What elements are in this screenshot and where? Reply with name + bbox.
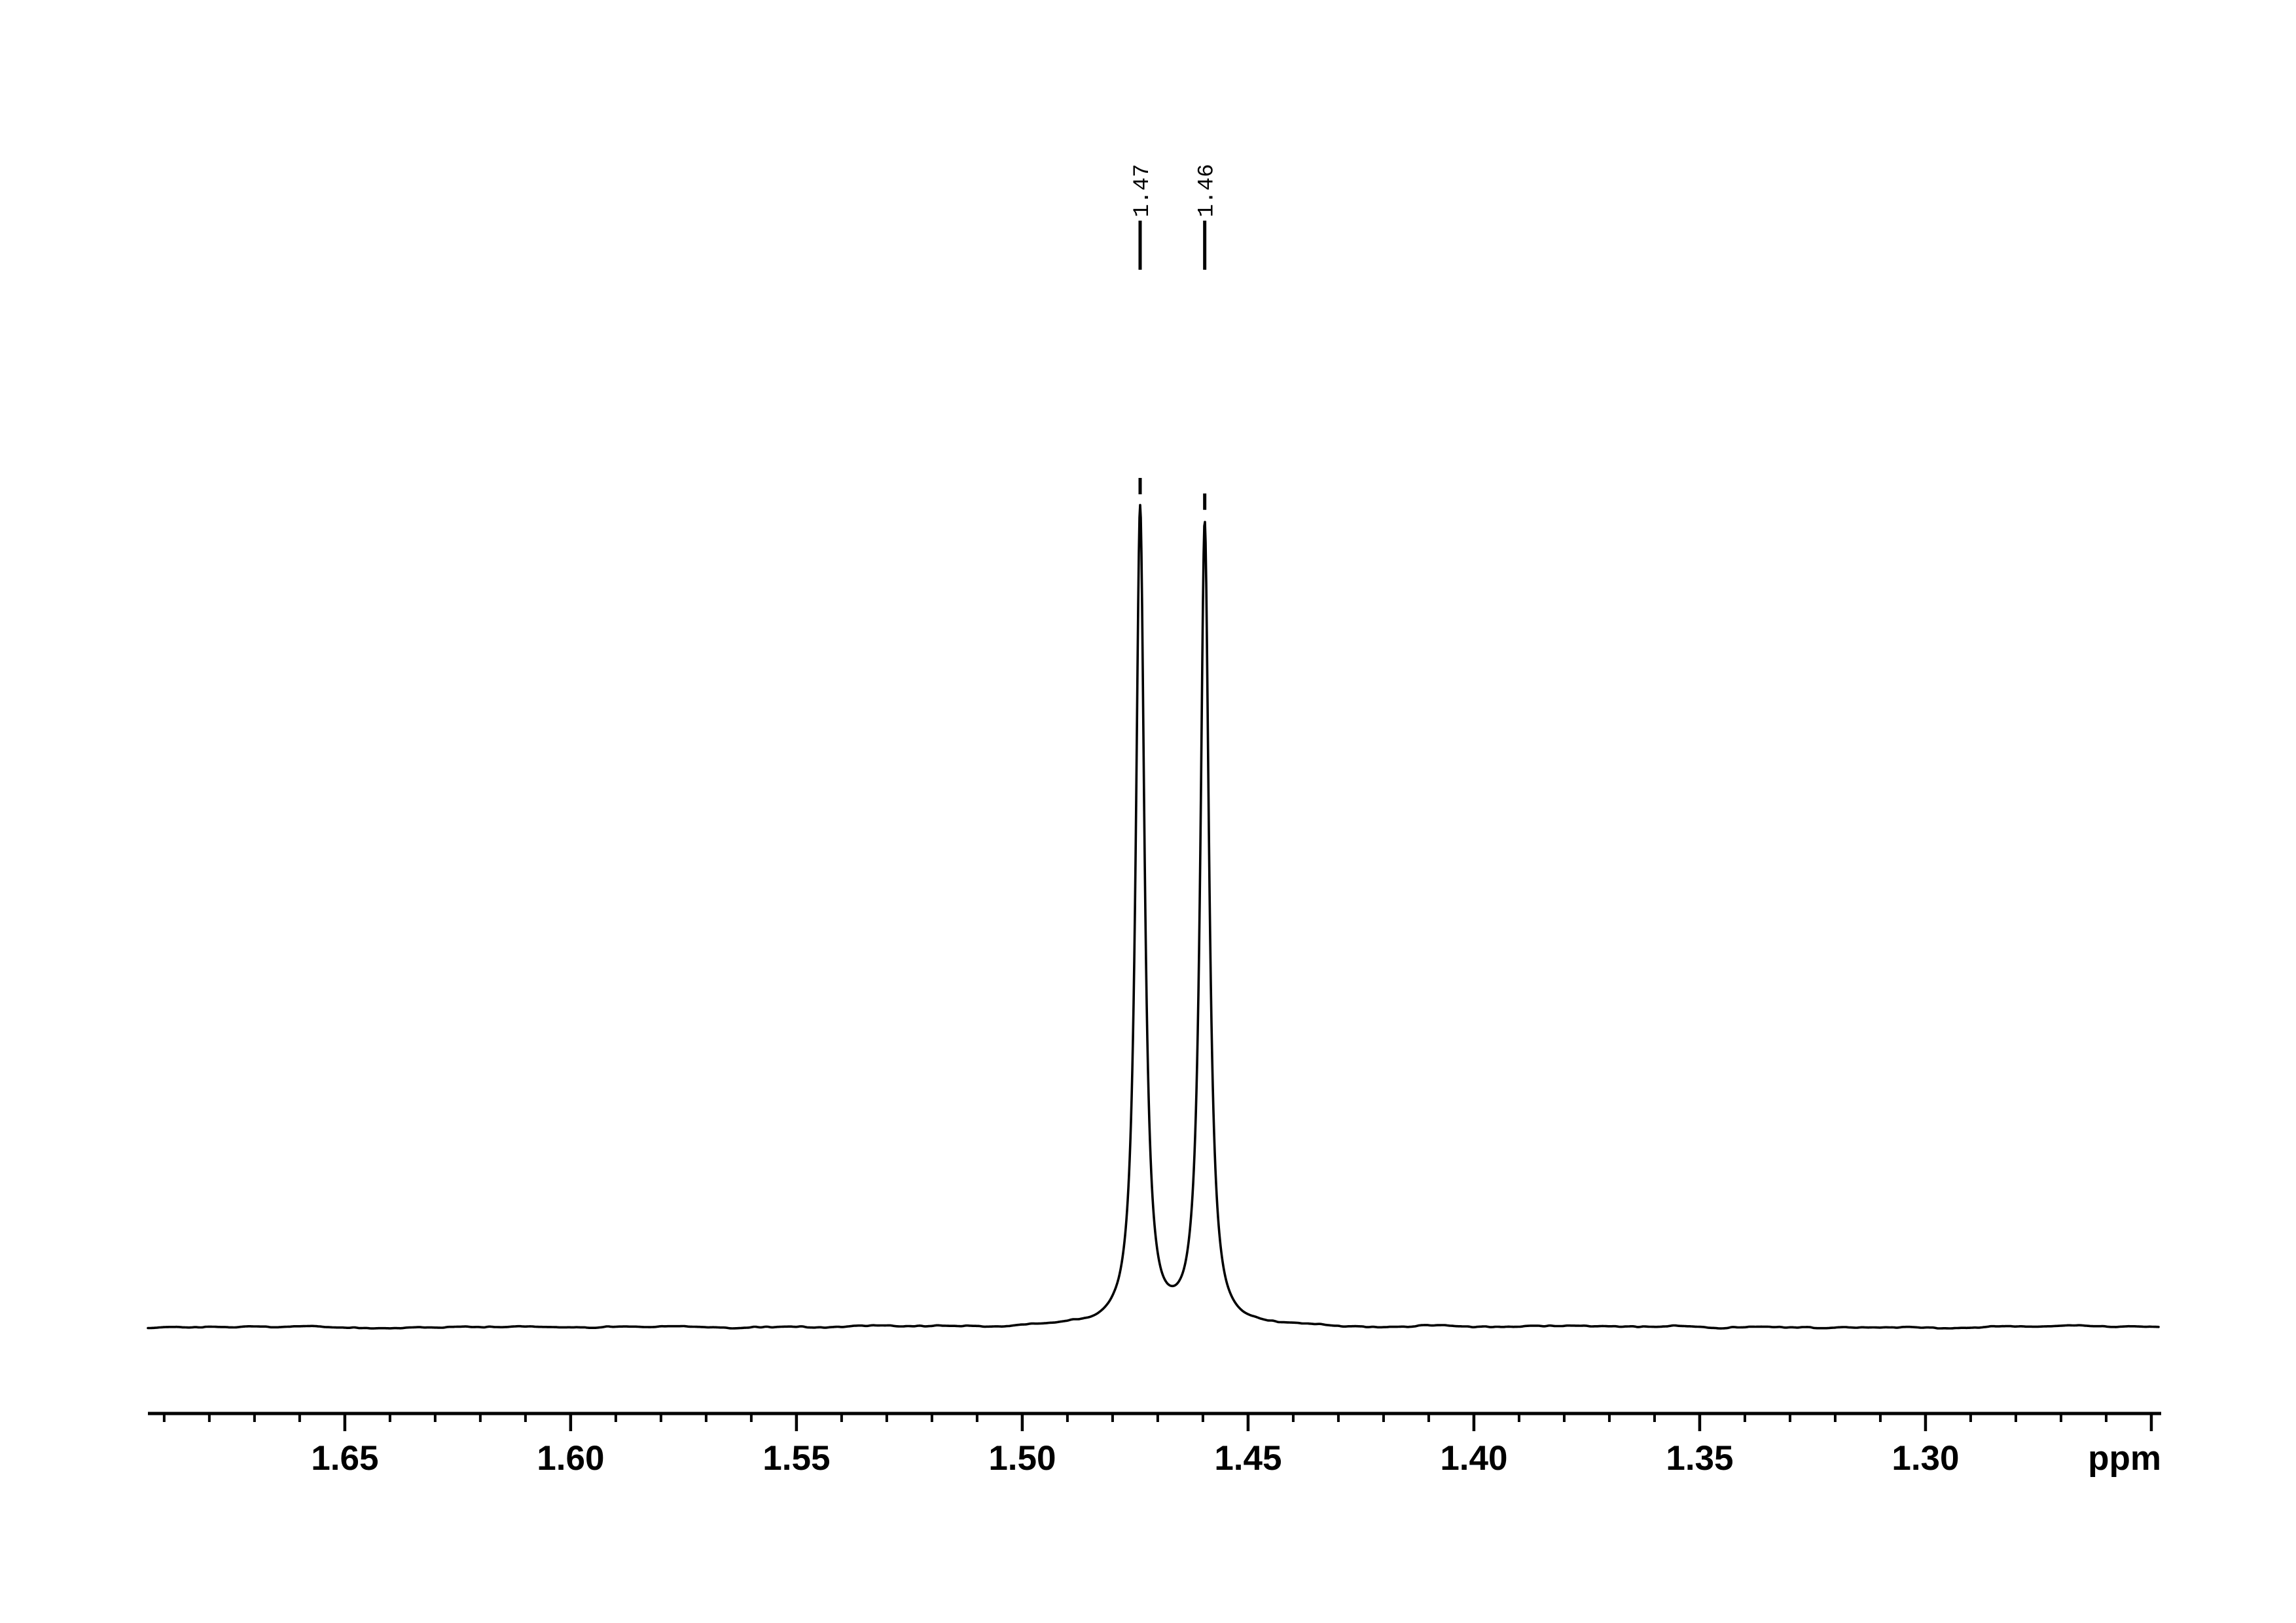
axis-tick-label: 1.65 [311,1439,378,1478]
peak-ppm-label: 1.46 [1195,164,1220,217]
x-axis: 1.65 1.60 1.55 1.50 1.45 1.40 1.35 1.30 ppm [148,1412,2161,1478]
axis-tick-label: 1.55 [762,1439,830,1478]
x-axis-tick-labels: 1.65 1.60 1.55 1.50 1.45 1.40 1.35 1.30 [311,1439,1959,1478]
axis-tick-label: 1.50 [988,1439,1056,1478]
axis-tick-label: 1.40 [1440,1439,1507,1478]
axis-tick-label: 1.30 [1892,1439,1959,1478]
x-axis-ticks [162,1413,2153,1431]
spectrum-trace [147,503,2160,1330]
peak-annotations: 1.47 1.46 [1130,164,1220,510]
axis-tick-label: 1.60 [537,1439,604,1478]
axis-unit-label: ppm [2088,1439,2161,1478]
peak-ppm-label: 1.47 [1130,164,1155,217]
axis-tick-label: 1.45 [1214,1439,1282,1478]
axis-tick-label: 1.35 [1666,1439,1733,1478]
